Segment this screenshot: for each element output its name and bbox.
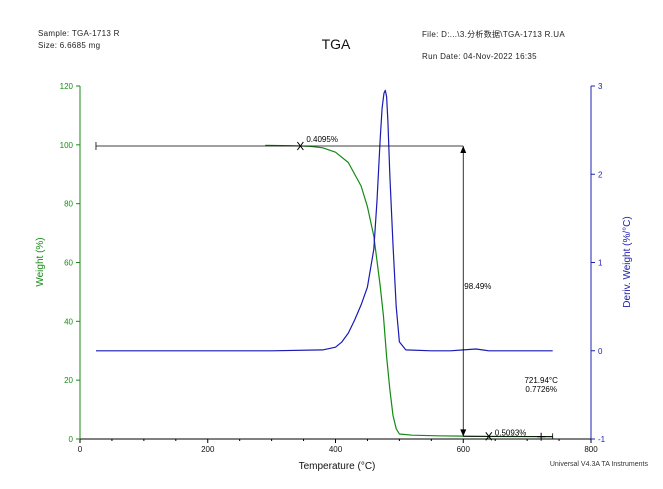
cursor-marker — [485, 432, 493, 441]
y2-tick-label: 2 — [598, 170, 603, 179]
y2-tick-label: -1 — [598, 435, 606, 444]
x-tick-label: 600 — [457, 445, 471, 454]
x-tick-label: 400 — [329, 445, 343, 454]
sample-size: Size: 6.6685 mg — [38, 41, 101, 50]
tick-marks: 0 200 400 600 800 0 20 40 60 80 100 120 -1 0 1 2 3 — [60, 82, 606, 454]
sample-name: Sample: TGA-1713 R — [38, 29, 120, 38]
cursor-marker — [296, 141, 304, 151]
y-tick-label: 60 — [64, 259, 73, 268]
run-date: Run Date: 04-Nov-2022 16:35 — [422, 52, 537, 61]
file-path: File: D:...\3.分析数据\TGA-1713 R.UA — [422, 30, 565, 39]
annotation-label: 98.49% — [464, 282, 491, 291]
weight-series-line — [265, 144, 553, 438]
y-axis-label: Weight (%) — [35, 237, 46, 286]
annotation-label: 0.5093% — [495, 428, 527, 437]
software-credit: Universal V4.3A TA Instruments — [550, 461, 649, 468]
step-arrow-up — [460, 146, 467, 154]
annotation-label: 721.94°C — [524, 376, 558, 385]
chart-title: TGA — [322, 36, 351, 52]
annotations: 0.4095% 98.49% 0.5093% 721.94°C0.7726% — [95, 135, 558, 441]
y-tick-label: 20 — [64, 376, 73, 385]
y-tick-label: 120 — [60, 82, 74, 91]
y-tick-label: 40 — [64, 317, 73, 326]
deriv-series-line — [96, 89, 553, 352]
y-tick-label: 0 — [69, 435, 74, 444]
y2-axis-label: Deriv. Weight (%/°C) — [622, 216, 633, 307]
y2-tick-label: 1 — [598, 259, 603, 268]
x-axis-label: Temperature (°C) — [299, 461, 376, 472]
x-tick-label: 800 — [584, 445, 598, 454]
annotation-label: 0.4095% — [306, 135, 338, 144]
y2-tick-label: 0 — [598, 347, 603, 356]
y-tick-label: 100 — [60, 141, 74, 150]
y-tick-label: 80 — [64, 200, 73, 209]
x-tick-label: 200 — [201, 445, 215, 454]
x-tick-label: 0 — [78, 445, 83, 454]
y2-tick-label: 3 — [598, 82, 603, 91]
step-arrow-down — [460, 429, 467, 437]
annotation-label: 0.7726% — [525, 385, 557, 394]
